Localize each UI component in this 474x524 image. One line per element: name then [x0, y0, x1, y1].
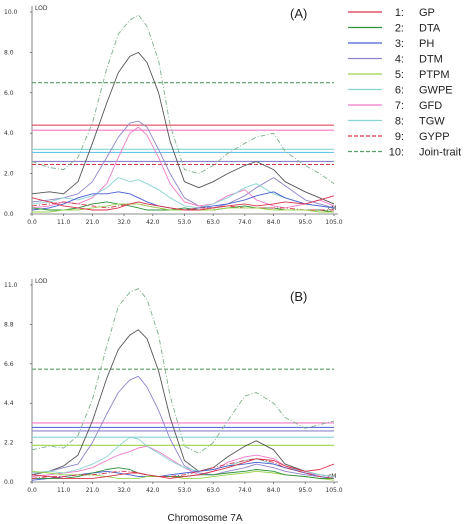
legend-label: PH: [419, 38, 434, 50]
lod-series-line: [31, 288, 335, 454]
panel-b: 0.0 2.2 4.4 6.6 8.8 11.0 LOD 0.0 11.0 21.0 32.0 42.…: [4, 278, 343, 494]
lod-series-line: [31, 470, 335, 481]
legend-label: GYPP: [419, 131, 450, 143]
lod-series-line: [31, 458, 335, 479]
panel-a: 0.0 2.0 4.0 6.0 8.0 10.0 LOD 0.0 11.0 21.0 32.0 42.…: [4, 5, 343, 226]
lod-series-line: [31, 375, 335, 479]
y-tick-label: 2.0: [4, 171, 14, 178]
lod-series-line: [31, 120, 335, 209]
x-tick-label: 0.0: [27, 219, 37, 226]
legend-number: 2:: [395, 23, 404, 35]
legend-label: GWPE: [419, 85, 453, 97]
legend-label: Join-trait: [419, 147, 461, 159]
x-tick-label: 21.0: [86, 487, 100, 494]
panel-label: (A): [290, 6, 307, 21]
legend-label: PTPM: [419, 69, 450, 81]
legend-number: 1:: [395, 7, 404, 19]
y-tick-label: 8.0: [4, 49, 14, 56]
x-axis-label: cM: [328, 205, 336, 212]
lod-series-line: [31, 461, 335, 481]
y-tick-label: 2.2: [4, 440, 14, 447]
legend-label: GP: [419, 7, 435, 19]
x-tick-label: 11.0: [57, 219, 71, 226]
x-tick-label: 74.0: [238, 487, 252, 494]
y-tick-label: 8.8: [4, 321, 14, 328]
legend-number: 5:: [395, 69, 404, 81]
x-tick-label: 53.0: [178, 487, 192, 494]
y-tick-label: 6.6: [4, 361, 14, 368]
lod-series-line: [31, 177, 335, 209]
legend-number: 3:: [395, 38, 404, 50]
lod-series-line: [31, 14, 335, 185]
lod-series-line: [31, 329, 335, 478]
y-axis-label: LOD: [35, 278, 48, 285]
lod-series-line: [31, 51, 335, 205]
x-tick-label: 42.0: [146, 487, 160, 494]
x-tick-label: 32.0: [117, 219, 131, 226]
x-tick-label: 42.0: [146, 219, 160, 226]
panel-label: (B): [290, 289, 307, 304]
x-tick-label: 95.0: [299, 219, 313, 226]
x-tick-label: 74.0: [238, 219, 252, 226]
x-tick-label: 84.0: [267, 487, 281, 494]
legend-label: TGW: [419, 116, 445, 128]
legend: 1: GP 2: DTA 3: PH 4: DTM 5: PTPM 6: GWPE 7: GFD 8: TGW…: [348, 7, 461, 159]
x-tick-label: 53.0: [178, 219, 192, 226]
figure-caption: Chromosome 7A: [167, 513, 242, 524]
x-tick-label: 105.0: [325, 487, 342, 494]
lod-series-line: [31, 126, 335, 209]
x-tick-label: 21.0: [86, 219, 100, 226]
lod-series-line: [32, 203, 334, 213]
y-tick-label: 10.0: [4, 9, 18, 16]
legend-label: DTA: [419, 23, 441, 35]
legend-label: DTM: [419, 54, 443, 66]
y-tick-label: 0.0: [4, 211, 14, 218]
legend-number: 6:: [395, 85, 404, 97]
x-tick-label: 63.0: [207, 219, 221, 226]
legend-number: 4:: [395, 54, 404, 66]
legend-number: 8:: [395, 116, 404, 128]
lod-series-line: [31, 445, 335, 478]
lod-series-line: [31, 195, 335, 211]
y-tick-label: 0.0: [4, 479, 14, 486]
x-tick-label: 95.0: [299, 487, 313, 494]
x-tick-label: 105.0: [325, 219, 342, 226]
x-tick-label: 63.0: [207, 487, 221, 494]
legend-number: 7:: [395, 100, 404, 112]
legend-number: 9:: [395, 131, 404, 143]
x-tick-label: 0.0: [27, 487, 37, 494]
legend-label: GFD: [419, 100, 442, 112]
x-tick-label: 84.0: [267, 219, 281, 226]
x-tick-label: 32.0: [117, 487, 131, 494]
y-tick-label: 4.0: [4, 130, 14, 137]
y-axis-label: LOD: [35, 5, 48, 12]
lod-series-line: [32, 467, 334, 479]
legend-number: 10:: [389, 147, 404, 159]
lod-series-line: [31, 201, 334, 211]
y-tick-label: 6.0: [4, 90, 14, 97]
y-tick-label: 11.0: [4, 282, 18, 289]
y-tick-label: 4.4: [4, 400, 14, 407]
x-tick-label: 11.0: [57, 487, 71, 494]
